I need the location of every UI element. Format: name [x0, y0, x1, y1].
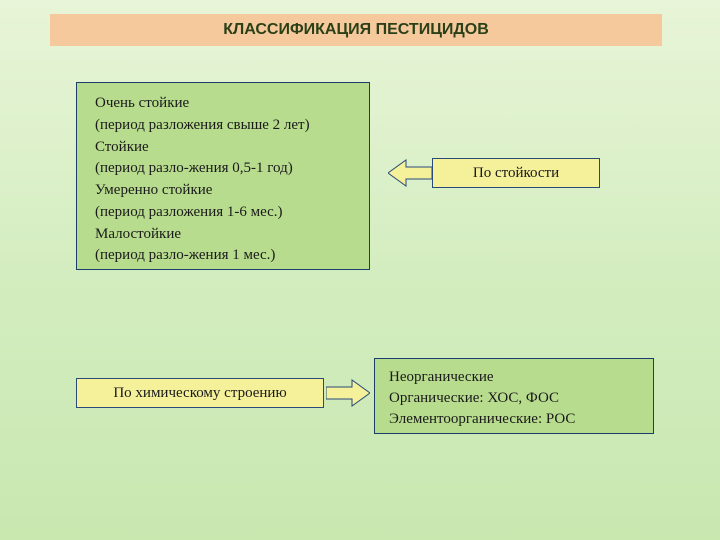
chemistry-line: Элементоорганические: РОС	[389, 409, 639, 430]
persistence-line: (период разло-жения 0,5-1 год)	[95, 158, 351, 180]
arrow-right-icon	[326, 378, 370, 408]
chemistry-label: По химическому строению	[76, 378, 324, 408]
persistence-line: Стойкие	[95, 137, 351, 159]
page-title: КЛАССИФИКАЦИЯ ПЕСТИЦИДОВ	[223, 21, 489, 39]
persistence-line: Умеренно стойкие	[95, 180, 351, 202]
persistence-line: (период разложения 1-6 мес.)	[95, 202, 351, 224]
chemistry-box: Неорганические Органические: ХОС, ФОС Эл…	[374, 358, 654, 434]
persistence-label: По стойкости	[432, 158, 600, 188]
title-bar: КЛАССИФИКАЦИЯ ПЕСТИЦИДОВ	[50, 14, 662, 46]
persistence-box: Очень стойкие (период разложения свыше 2…	[76, 82, 370, 270]
chemistry-label-text: По химическому строению	[113, 385, 286, 402]
chemistry-line: Органические: ХОС, ФОС	[389, 388, 639, 409]
persistence-line: (период разложения свыше 2 лет)	[95, 115, 351, 137]
persistence-line: Малостойкие	[95, 224, 351, 246]
persistence-line: (период разло-жения 1 мес.)	[95, 245, 351, 267]
arrow-left-icon	[388, 158, 432, 188]
chemistry-line: Неорганические	[389, 367, 639, 388]
persistence-line: Очень стойкие	[95, 93, 351, 115]
persistence-label-text: По стойкости	[473, 165, 559, 182]
